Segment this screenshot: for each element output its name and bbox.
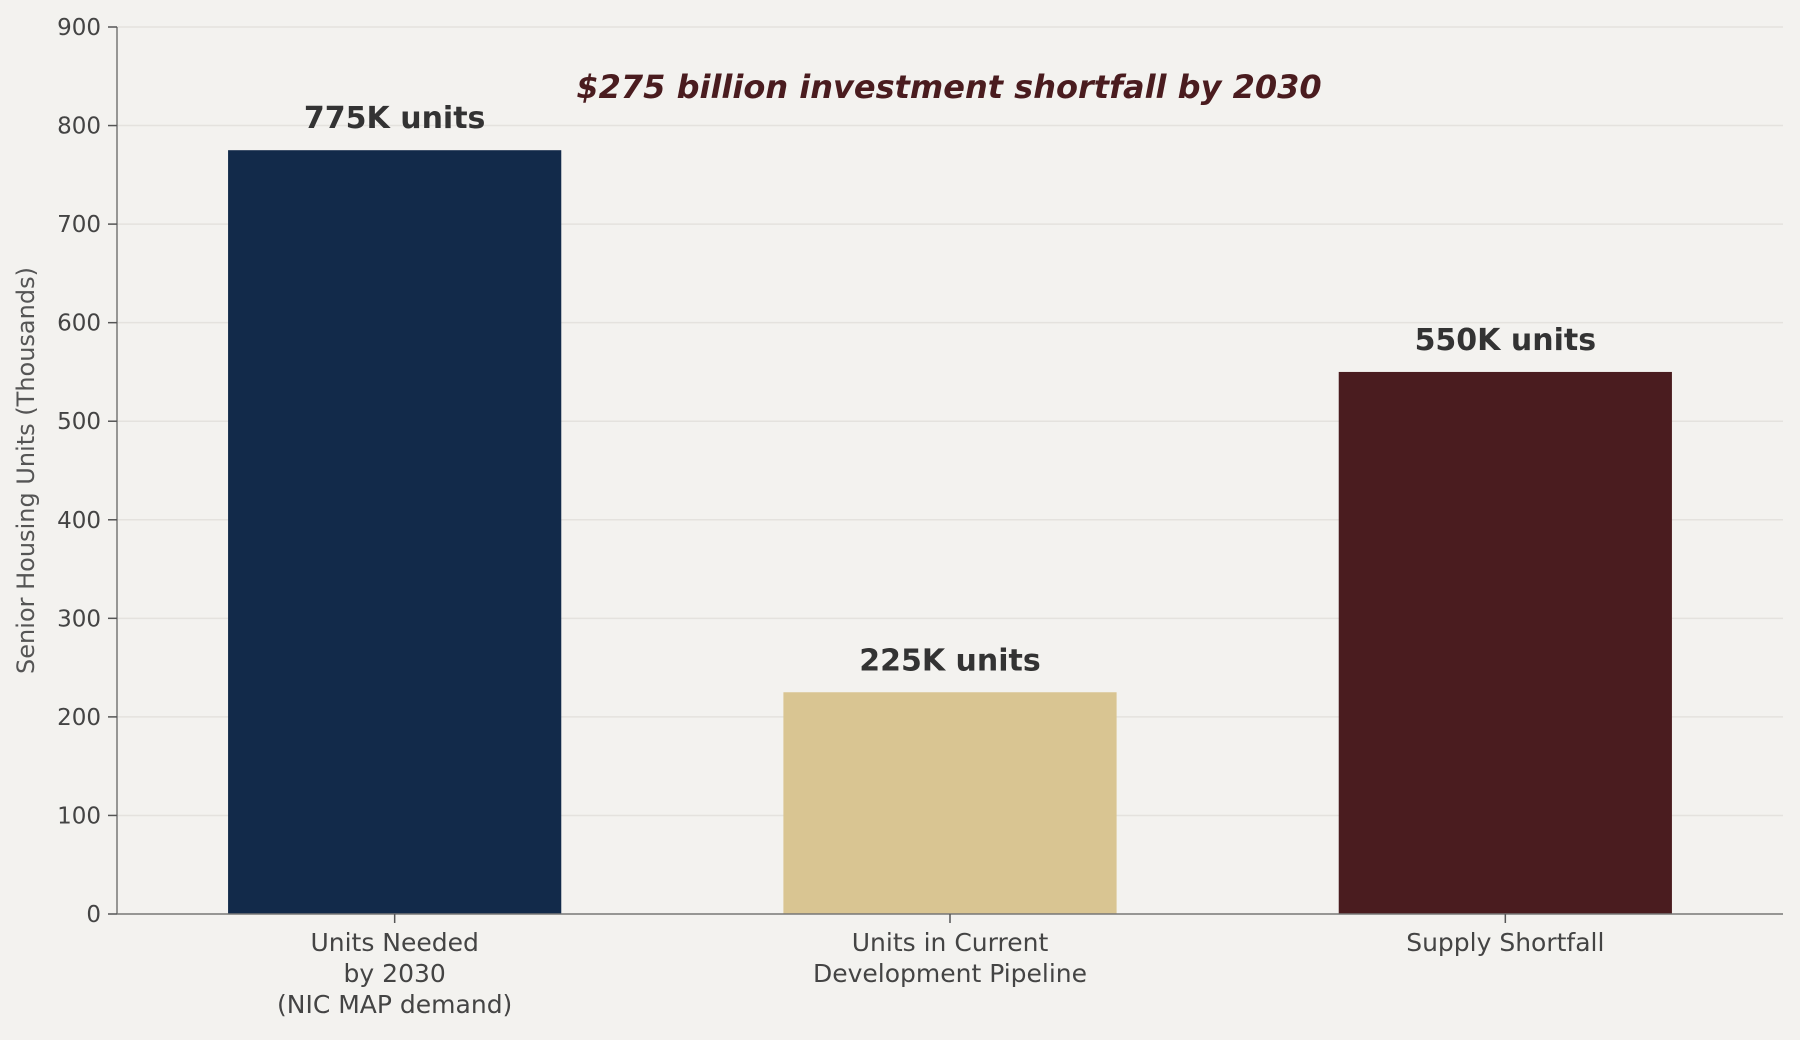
bar [783,692,1117,914]
bars [228,150,1672,914]
value-labels: 775K units 225K units 550K units [304,101,1596,678]
shortfall-annotation: $275 billion investment shortfall by 203… [576,68,1321,106]
y-tick-label: 900 [57,15,101,41]
x-tick-label: Units Needed by 2030 (NIC MAP demand) [277,928,512,1019]
y-tick-label: 800 [57,114,101,140]
y-axis-title: Senior Housing Units (Thousands) [12,267,40,674]
y-tick-label: 0 [86,902,101,928]
bar [1338,371,1672,914]
bar [228,150,562,914]
y-tick-label: 600 [57,311,101,337]
y-tick-label: 300 [57,606,101,632]
bar-value-label: 225K units [859,643,1041,678]
x-tick-label: Units in Current Development Pipeline [813,928,1087,988]
y-tick-label: 700 [57,212,101,238]
x-ticks: Units Needed by 2030 (NIC MAP demand) Units… [277,914,1604,1019]
x-tick-label: Supply Shortfall [1406,928,1604,957]
bar-value-label: 775K units [304,101,486,136]
y-tick-label: 200 [57,705,101,731]
y-tick-label: 400 [57,508,101,534]
bar-value-label: 550K units [1415,323,1597,358]
y-tick-label: 100 [57,803,101,829]
y-tick-label: 500 [57,409,101,435]
y-ticks: 0 100 200 300 400 500 600 700 800 900 [57,15,117,928]
